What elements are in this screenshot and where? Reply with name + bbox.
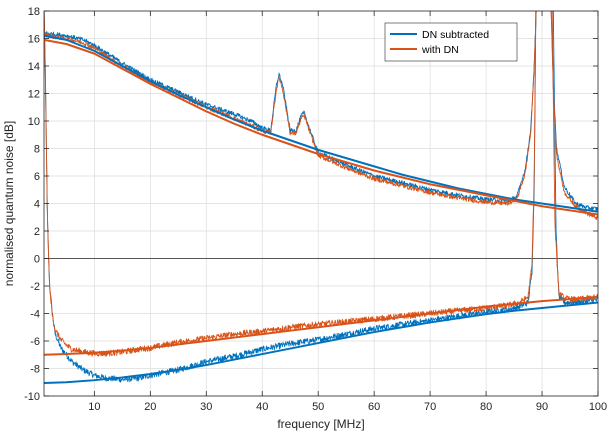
y-axis-label: normalised quantum noise [dB] xyxy=(2,121,16,286)
y-tick-label: 0 xyxy=(34,254,40,266)
x-tick-label: 70 xyxy=(424,401,436,413)
fit-line-2 xyxy=(44,34,598,213)
x-tick-label: 100 xyxy=(589,401,607,413)
x-tick-label: 40 xyxy=(256,401,268,413)
y-tick-label: 8 xyxy=(34,144,40,156)
y-tick-label: -4 xyxy=(30,309,40,321)
series-clip-group xyxy=(44,11,598,384)
x-tick-label: 60 xyxy=(368,401,380,413)
series-group xyxy=(44,11,598,384)
x-tick-label: 20 xyxy=(144,401,156,413)
x-axis-label: frequency [MHz] xyxy=(277,417,364,431)
y-tick-label: 16 xyxy=(28,34,40,46)
legend-label: DN subtracted xyxy=(422,29,489,41)
series-line-5 xyxy=(44,11,598,357)
fit-line-6 xyxy=(44,301,598,384)
legend-label: with DN xyxy=(421,44,459,56)
x-tick-label: 80 xyxy=(480,401,492,413)
y-tick-label: 10 xyxy=(28,116,40,128)
y-tick-label: 12 xyxy=(28,89,40,101)
legend: DN subtracted with DN xyxy=(384,22,518,62)
x-tick-label: 50 xyxy=(312,401,324,413)
y-tick-label: 4 xyxy=(34,199,40,211)
y-tick-label: -8 xyxy=(30,364,40,376)
y-tick-label: 18 xyxy=(28,6,40,18)
x-tick-label: 90 xyxy=(536,401,548,413)
y-tick-label: -6 xyxy=(30,336,40,348)
y-tick-label: -10 xyxy=(24,391,40,403)
fit-line-7 xyxy=(44,296,598,356)
y-tick-label: -2 xyxy=(30,281,40,293)
x-tick-label: 30 xyxy=(200,401,212,413)
x-tick-labels: 10 20 30 40 50 60 70 80 90 100 xyxy=(88,11,607,413)
fit-line-3 xyxy=(44,38,598,216)
y-tick-label: 6 xyxy=(34,171,40,183)
legend-box xyxy=(384,22,518,62)
y-tick-label: 14 xyxy=(28,61,40,73)
x-tick-label: 10 xyxy=(88,401,100,413)
y-tick-labels: -10 -8 -6 -4 -2 0 2 4 6 8 10 12 14 16 18 xyxy=(24,6,598,403)
y-tick-label: 2 xyxy=(34,226,40,238)
